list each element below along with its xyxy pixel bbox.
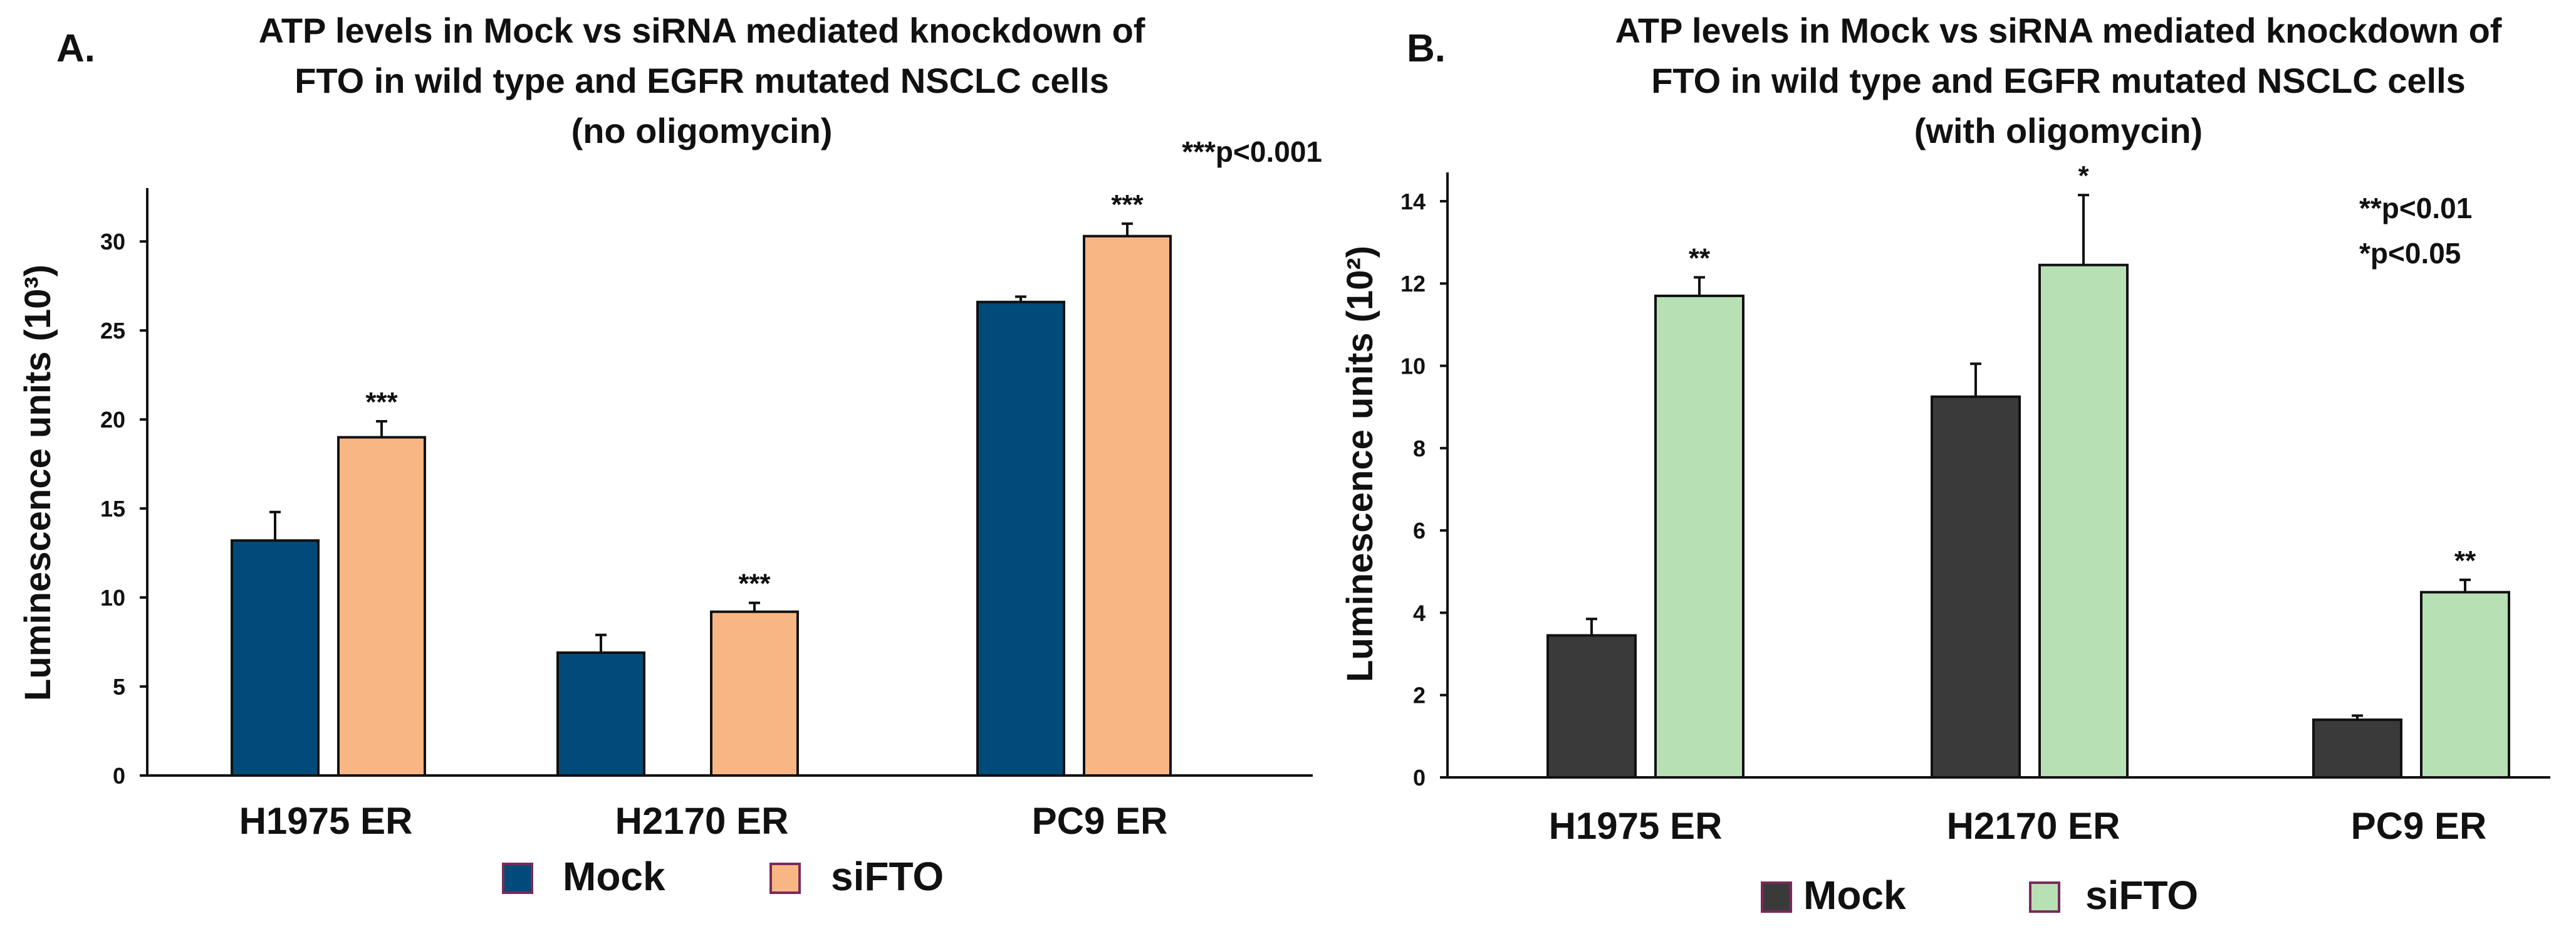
y-tick-label: 2 xyxy=(1413,683,1426,708)
bar-sifto-0 xyxy=(337,436,426,777)
y-axis-label: Luminescence units (10²) xyxy=(1340,246,1380,682)
x-category-label: PC9 ER xyxy=(1032,800,1168,842)
y-tick-label: 4 xyxy=(1413,600,1426,626)
x-category-label: H2170 ER xyxy=(615,800,789,842)
bar-mock-1 xyxy=(1931,395,2021,779)
significance-note: *p<0.05 xyxy=(2359,237,2461,270)
bar-sifto-2 xyxy=(2420,591,2510,779)
legend-label-sifto: siFTO xyxy=(2085,873,2198,918)
legend-swatch-sifto xyxy=(2029,881,2060,913)
chart-panel-a: A. ATP levels in Mock vs siRNA mediated k… xyxy=(18,11,1322,899)
legend-swatch-sifto xyxy=(769,863,801,894)
significance-note: ***p<0.001 xyxy=(1182,135,1322,168)
chart-title-line: ATP levels in Mock vs siRNA mediated kno… xyxy=(259,11,1145,50)
legend-label-sifto: siFTO xyxy=(831,854,944,899)
y-tick-label: 25 xyxy=(100,318,125,344)
y-tick-label: 0 xyxy=(113,763,125,789)
legend-swatch-mock xyxy=(502,863,533,894)
bar-mock-0 xyxy=(1546,634,1637,779)
y-tick-label: 30 xyxy=(100,229,125,255)
legend-swatch-mock xyxy=(1761,881,1792,913)
bar-mock-2 xyxy=(2312,718,2402,779)
chart-title-line: FTO in wild type and EGFR mutated NSCLC … xyxy=(1651,61,2466,100)
bar-mock-1 xyxy=(556,651,645,777)
y-tick-label: 20 xyxy=(100,407,125,433)
y-tick-label: 14 xyxy=(1400,189,1426,214)
x-category-label: H2170 ER xyxy=(1947,805,2120,847)
y-tick-label: 8 xyxy=(1413,436,1426,461)
chart-panel-b: B. ATP levels in Mock vs siRNA mediated k… xyxy=(1340,11,2550,918)
y-tick-label: 5 xyxy=(113,674,125,700)
significance-marker: ** xyxy=(1689,243,1711,273)
significance-marker: *** xyxy=(738,569,771,599)
x-category-label: PC9 ER xyxy=(2351,805,2487,847)
panel-letter: B. xyxy=(1407,27,1446,70)
y-tick-label: 10 xyxy=(100,585,125,611)
bar-sifto-2 xyxy=(1083,234,1172,777)
y-tick-label: 6 xyxy=(1413,518,1426,544)
chart-title-line: ATP levels in Mock vs siRNA mediated kno… xyxy=(1615,11,2502,50)
chart-title-line: (no oligomycin) xyxy=(571,111,833,150)
chart-title-line: (with oligomycin) xyxy=(1914,111,2203,150)
x-category-label: H1975 ER xyxy=(1549,805,1723,847)
y-tick-label: 15 xyxy=(100,496,125,522)
panel-letter: A. xyxy=(56,27,95,70)
significance-marker: *** xyxy=(365,387,398,418)
significance-marker: * xyxy=(2078,160,2089,191)
bar-sifto-1 xyxy=(710,610,799,777)
legend-label-mock: Mock xyxy=(563,854,665,899)
significance-note: **p<0.01 xyxy=(2359,192,2472,224)
legend-label-mock: Mock xyxy=(1803,873,1906,918)
bar-sifto-1 xyxy=(2038,263,2129,779)
y-tick-label: 12 xyxy=(1400,271,1426,297)
bar-sifto-0 xyxy=(1654,294,1744,779)
significance-marker: ** xyxy=(2454,545,2476,576)
significance-marker: *** xyxy=(1111,189,1144,220)
bar-mock-2 xyxy=(976,300,1065,777)
x-category-label: H1975 ER xyxy=(239,800,413,842)
y-tick-label: 10 xyxy=(1400,354,1426,379)
chart-title-line: FTO in wild type and EGFR mutated NSCLC … xyxy=(295,61,1109,100)
y-tick-label: 0 xyxy=(1413,765,1426,791)
y-axis-label: Luminescence units (10³) xyxy=(18,265,58,701)
bar-mock-0 xyxy=(231,539,320,777)
